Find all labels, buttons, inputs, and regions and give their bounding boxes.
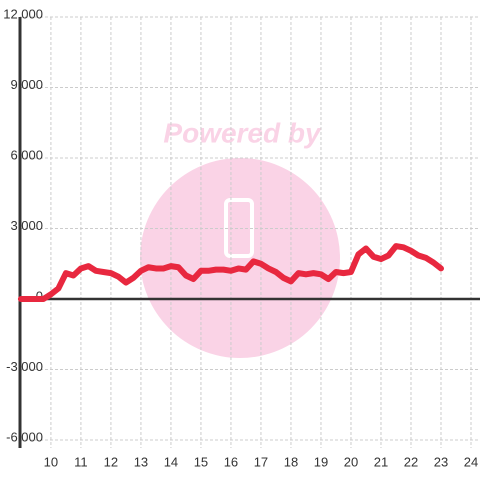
- x-tick-label: 18: [284, 454, 298, 469]
- x-tick-label: 16: [224, 454, 238, 469]
- x-tick-label: 24: [464, 454, 478, 469]
- y-tick-label: -3,000: [6, 359, 43, 374]
- watermark-text: Powered by: [163, 117, 322, 148]
- x-tick-label: 12: [104, 454, 118, 469]
- x-tick-label: 22: [404, 454, 418, 469]
- x-tick-label: 10: [44, 454, 58, 469]
- x-tick-label: 11: [74, 454, 88, 469]
- y-tick-label: 12,000: [3, 6, 43, 21]
- x-tick-label: 19: [314, 454, 328, 469]
- x-tick-label: 13: [134, 454, 148, 469]
- x-tick-label: 15: [194, 454, 208, 469]
- x-tick-label: 14: [164, 454, 178, 469]
- y-tick-label: -6,000: [6, 429, 43, 444]
- x-tick-label: 21: [374, 454, 388, 469]
- y-tick-label: 3,000: [10, 218, 43, 233]
- y-tick-label: 6,000: [10, 147, 43, 162]
- y-tick-label: 0: [36, 288, 43, 303]
- x-tick-label: 20: [344, 454, 358, 469]
- x-tick-label: 17: [254, 454, 268, 469]
- y-tick-label: 9,000: [10, 77, 43, 92]
- x-tick-label: 23: [434, 454, 448, 469]
- data-line: [17, 243, 444, 302]
